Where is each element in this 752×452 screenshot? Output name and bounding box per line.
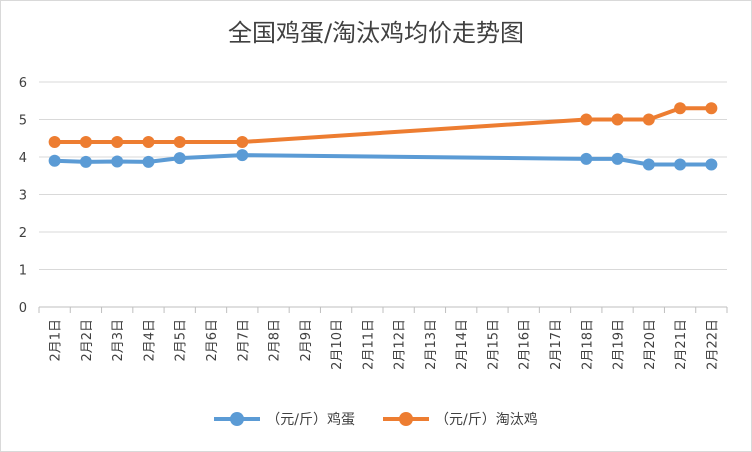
y-tick-label: 0 [19,301,27,316]
data-point [580,152,593,165]
x-tick-label: 2月18日 [580,319,595,370]
chart-title: 全国鸡蛋/淘汰鸡均价走势图 [227,19,525,47]
data-point [642,158,655,171]
x-tick-label: 2月7日 [236,319,251,362]
data-point [173,152,186,165]
data-point [674,102,687,115]
x-tick-label: 2月20日 [643,319,658,370]
x-tick-label: 2月11日 [361,319,376,370]
data-point [48,154,61,167]
x-tick-label: 2月5日 [174,319,189,362]
legend-item-culled-hens: （元/斤）淘汰鸡 [383,409,538,429]
data-point [236,149,249,162]
y-tick-label: 3 [19,189,27,204]
legend-label-eggs: （元/斤）鸡蛋 [266,412,355,428]
data-point [236,136,249,148]
x-tick-label: 2月17日 [549,319,564,370]
x-tick-label: 2月2日 [80,319,95,362]
x-tick-label: 2月9日 [299,319,314,362]
legend-swatch-culled-hens [383,412,429,426]
data-point [173,136,186,148]
data-point [611,113,624,126]
x-tick-label: 2月22日 [705,319,720,370]
x-tick-label: 2月19日 [612,319,627,370]
data-point [705,158,718,171]
x-tick-label: 2月13日 [424,319,439,370]
series-line-1 [52,106,714,144]
legend-swatch-eggs [214,412,261,426]
x-tick-label: 2月12日 [393,319,408,370]
data-point [580,113,593,126]
data-point [142,155,155,168]
data-point [705,102,718,115]
x-tick-label: 2月6日 [205,319,220,362]
y-tick-label: 6 [19,76,27,91]
data-point [79,136,92,148]
data-point [111,155,124,168]
data-point [611,152,624,165]
y-tick-label: 4 [19,151,27,166]
x-tick-label: 2月10日 [330,319,345,370]
legend-item-eggs: （元/斤）鸡蛋 [214,409,355,429]
y-tick-label: 2 [19,226,27,241]
data-point [642,113,655,126]
legend: （元/斤）鸡蛋 （元/斤）淘汰鸡 [1,409,751,429]
x-tick-label: 2月16日 [518,319,533,370]
data-point [79,155,92,168]
x-tick-label: 2月4日 [142,319,157,362]
y-tick-label: 1 [19,264,27,279]
y-tick-label: 5 [19,114,27,129]
x-tick-label: 2月3日 [111,319,126,362]
x-tick-label: 2月15日 [486,319,501,370]
data-point [48,136,61,148]
data-point [142,136,155,148]
x-tick-label: 2月14日 [455,319,470,370]
x-tick-label: 2月8日 [268,319,283,362]
x-tick-label: 2月21日 [674,319,689,370]
data-point [111,136,124,148]
legend-label-culled-hens: （元/斤）淘汰鸡 [435,412,538,428]
data-point [674,158,687,171]
x-tick-label: 2月1日 [49,319,64,362]
